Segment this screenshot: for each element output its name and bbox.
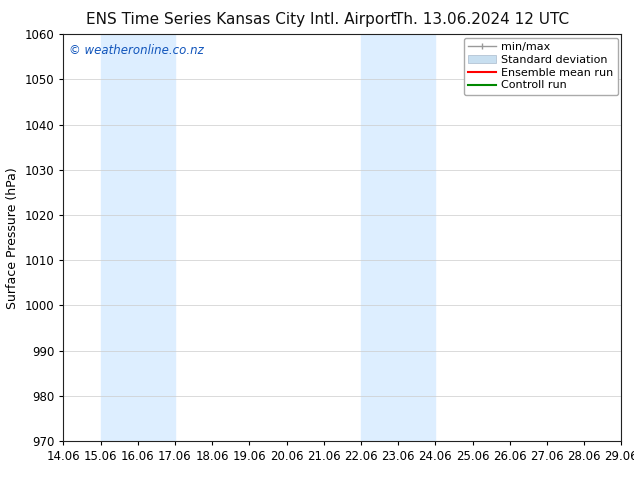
- Text: © weatheronline.co.nz: © weatheronline.co.nz: [69, 45, 204, 57]
- Text: ENS Time Series Kansas City Intl. Airport: ENS Time Series Kansas City Intl. Airpor…: [86, 12, 396, 27]
- Y-axis label: Surface Pressure (hPa): Surface Pressure (hPa): [6, 167, 19, 309]
- Bar: [361, 34, 436, 441]
- Text: Th. 13.06.2024 12 UTC: Th. 13.06.2024 12 UTC: [394, 12, 569, 27]
- Legend: min/max, Standard deviation, Ensemble mean run, Controll run: min/max, Standard deviation, Ensemble me…: [463, 38, 618, 95]
- Bar: [621, 34, 634, 441]
- Bar: [101, 34, 175, 441]
